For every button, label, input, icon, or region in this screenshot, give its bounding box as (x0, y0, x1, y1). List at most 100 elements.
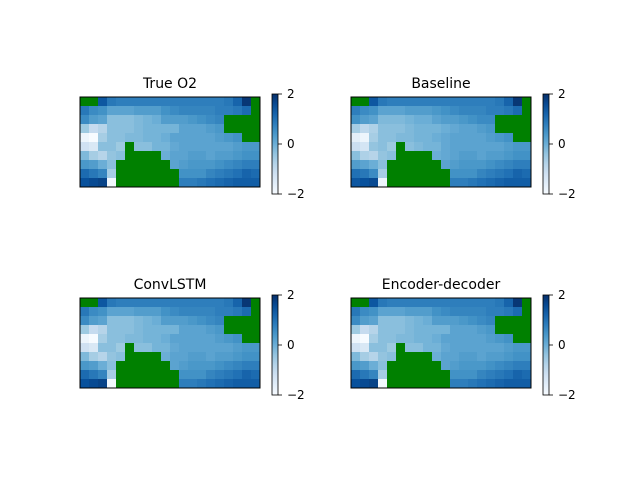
heatmap-cell (387, 124, 397, 134)
heatmap-cell (98, 298, 108, 308)
heatmap-cell (468, 178, 478, 188)
land-mask-cell (513, 124, 523, 134)
heatmap-cell (89, 334, 99, 344)
colorbar: 2 0 −2 (271, 288, 305, 402)
heatmap-cell (188, 133, 198, 143)
heatmap-cell (188, 97, 198, 107)
heatmap-cell (206, 307, 216, 317)
heatmap-cell (179, 370, 189, 380)
heatmap-cell (468, 379, 478, 389)
heatmap-cell (495, 298, 505, 308)
heatmap-cell (188, 298, 198, 308)
heatmap-cell (504, 133, 514, 143)
heatmap-cell (351, 115, 361, 125)
heatmap-cell (522, 178, 532, 188)
heatmap-cell (477, 115, 487, 125)
heatmap-cell (468, 307, 478, 317)
heatmap-cell (89, 316, 99, 326)
land-mask-cell (495, 325, 505, 335)
heatmap-cell (522, 160, 532, 170)
heatmap-cell (351, 343, 361, 353)
heatmap-cell (179, 352, 189, 362)
heatmap-cell (98, 106, 108, 116)
heatmap-cell (125, 106, 135, 116)
heatmap-cell (251, 142, 261, 152)
heatmap-cell (477, 106, 487, 116)
heatmap-cell (98, 352, 108, 362)
heatmap-cell (441, 316, 451, 326)
heatmap-cell (197, 115, 207, 125)
heatmap-cell (369, 115, 379, 125)
land-mask-cell (432, 178, 442, 188)
land-mask-cell (360, 97, 370, 107)
heatmap-cell (80, 379, 90, 389)
heatmap-cell (468, 169, 478, 179)
heatmap-cell (387, 142, 397, 152)
heatmap-cell (161, 352, 171, 362)
heatmap-cell (224, 106, 234, 116)
heatmap-cell (197, 142, 207, 152)
heatmap-frame (350, 297, 532, 389)
heatmap-cell (251, 343, 261, 353)
land-mask-cell (125, 352, 135, 362)
heatmap-cell (224, 343, 234, 353)
heatmap-cell (414, 142, 424, 152)
colorbar-tick-label: −2 (558, 388, 576, 402)
heatmap-cell (387, 352, 397, 362)
heatmap-cell (251, 178, 261, 188)
heatmap-cell (459, 133, 469, 143)
land-mask-cell (522, 124, 532, 134)
heatmap-cell (477, 352, 487, 362)
heatmap-cell (98, 124, 108, 134)
heatmap-cell (378, 169, 388, 179)
heatmap-cell (486, 370, 496, 380)
land-mask-cell (396, 160, 406, 170)
land-mask-cell (423, 370, 433, 380)
heatmap-cell (98, 178, 108, 188)
heatmap-cell (360, 343, 370, 353)
heatmap-cell (351, 124, 361, 134)
heatmap-cell (233, 343, 243, 353)
heatmap-cell (450, 361, 460, 371)
heatmap-cell (423, 298, 433, 308)
heatmap-cell (459, 334, 469, 344)
land-mask-cell (522, 325, 532, 335)
heatmap-cell (143, 133, 153, 143)
heatmap-cell (360, 361, 370, 371)
heatmap-cell (80, 352, 90, 362)
land-mask-cell (170, 169, 180, 179)
land-mask-cell (224, 316, 234, 326)
heatmap-cell (360, 379, 370, 389)
land-mask-cell (224, 124, 234, 134)
heatmap-cell (98, 151, 108, 161)
land-mask-cell (441, 169, 451, 179)
heatmap-cell (432, 97, 442, 107)
panel-baseline: Baseline 2 0 −2 (350, 76, 576, 201)
heatmap-cell (459, 325, 469, 335)
heatmap-cell (441, 142, 451, 152)
heatmap-cell (351, 133, 361, 143)
heatmap-cell (170, 307, 180, 317)
heatmap-cell (197, 325, 207, 335)
heatmap-cell (215, 352, 225, 362)
land-mask-cell (161, 169, 171, 179)
heatmap-cell (125, 307, 135, 317)
heatmap-cell (215, 106, 225, 116)
heatmap-cell (468, 115, 478, 125)
land-mask-cell (432, 169, 442, 179)
land-mask-cell (396, 169, 406, 179)
land-mask-cell (513, 334, 523, 344)
heatmap-cell (396, 115, 406, 125)
land-mask-cell (405, 352, 415, 362)
land-mask-cell (125, 343, 135, 353)
heatmap-cell (161, 343, 171, 353)
heatmap-cell (89, 178, 99, 188)
heatmap-cell (170, 124, 180, 134)
heatmap-cell (405, 142, 415, 152)
land-mask-cell (170, 379, 180, 389)
land-mask-cell (161, 160, 171, 170)
heatmap-cell (522, 370, 532, 380)
heatmap-cell (242, 151, 252, 161)
land-mask-cell (116, 178, 126, 188)
heatmap-cell (215, 151, 225, 161)
